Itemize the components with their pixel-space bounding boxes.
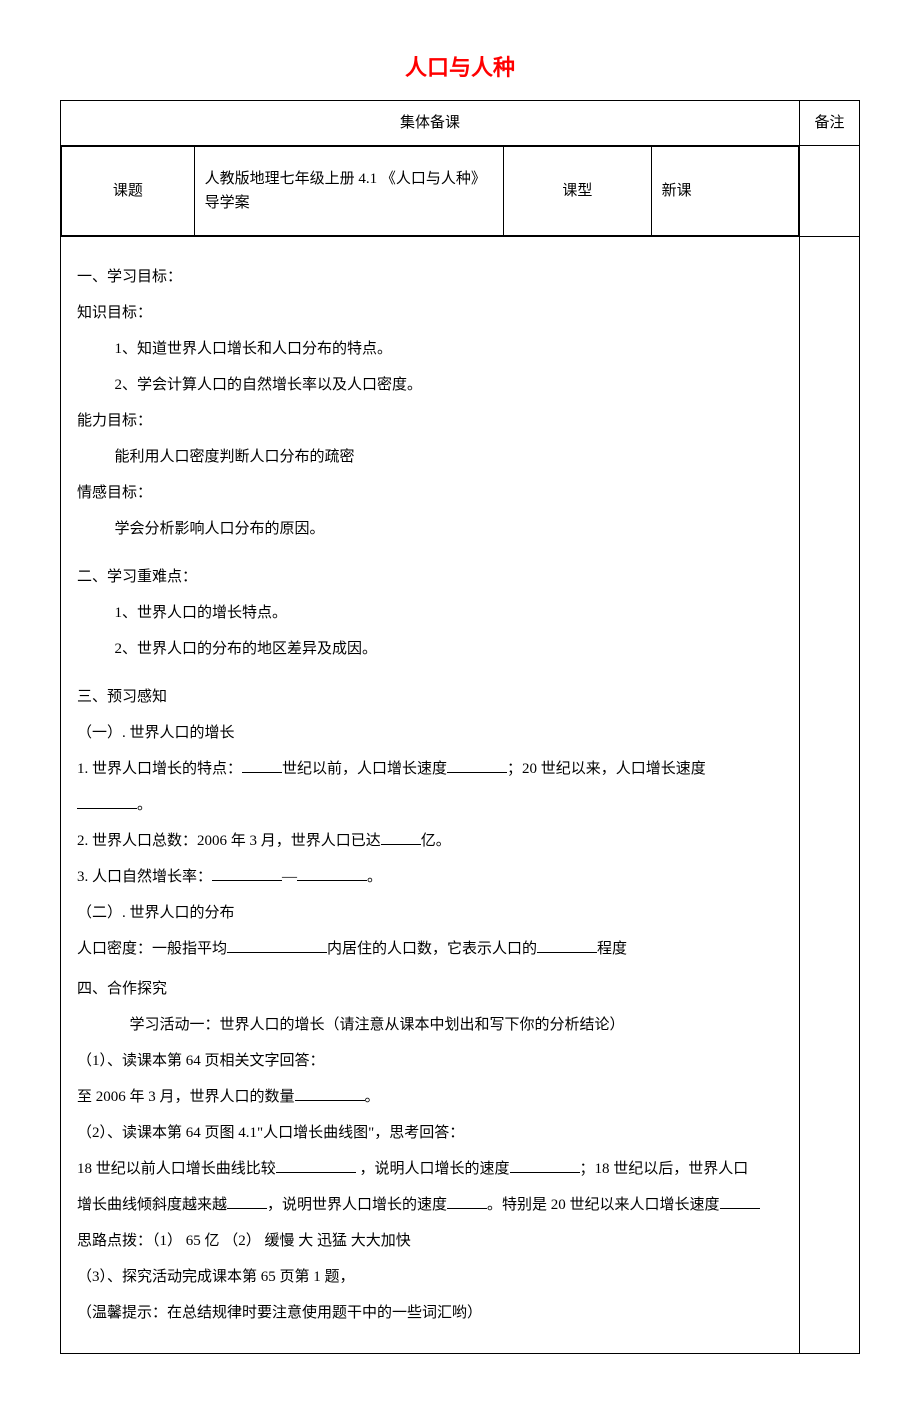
p1c: ；20 世纪以来，人口增长速度 xyxy=(507,761,706,777)
question-2-line1: 18 世纪以前人口增长曲线比较 ，说明人口增长的速度 ；18 世纪以后，世界人口 xyxy=(77,1151,783,1187)
q2d: 增长曲线倾斜度越来越 xyxy=(77,1197,227,1213)
topic-value: 人教版地理七年级上册 4.1 《人口与人种》导学案 xyxy=(194,147,504,236)
activity-1: 学习活动一：世界人口的增长（请注意从课本中划出和写下你的分析结论） xyxy=(77,1007,783,1043)
emotion-item-1: 学会分析影响人口分布的原因。 xyxy=(77,511,783,547)
p2a: 2. 世界人口总数：2006 年 3 月，世界人口已达 xyxy=(77,833,381,849)
preview-3: 3. 人口自然增长率： — 。 xyxy=(77,859,783,895)
blank xyxy=(242,758,282,773)
main-col-header: 集体备课 xyxy=(61,101,800,146)
preview-1: 1. 世界人口增长的特点： 世纪以前，人口增长速度 ；20 世纪以来，人口增长速度 xyxy=(77,751,783,787)
preview-4: 人口密度：一般指平均 内居住的人口数，它表示人口的 程度 xyxy=(77,931,783,967)
question-2: （2）、读课本第 64 页图 4.1"人口增长曲线图"，思考回答： xyxy=(77,1115,783,1151)
lesson-info-table: 课题 人教版地理七年级上册 4.1 《人口与人种》导学案 课型 新课 xyxy=(61,146,799,236)
section-2-title: 二、学习重难点： xyxy=(77,559,783,595)
question-1-line: 至 2006 年 3 月，世界人口的数量 。 xyxy=(77,1079,783,1115)
q2b: ，说明人口增长的速度 xyxy=(356,1161,510,1177)
p3a: 3. 人口自然增长率： xyxy=(77,869,212,885)
content-body: 一、学习目标： 知识目标： 1、知道世界人口增长和人口分布的特点。 2、学会计算… xyxy=(69,247,791,1343)
sub-2: （二）. 世界人口的分布 xyxy=(77,895,783,931)
remark-cell-2 xyxy=(800,237,860,1354)
blank xyxy=(227,1194,267,1209)
blank xyxy=(381,830,421,845)
emotion-label: 情感目标： xyxy=(77,475,783,511)
remark-cell-1 xyxy=(800,146,860,237)
blank xyxy=(720,1194,760,1209)
knowledge-item-2: 2、学会计算人口的自然增长率以及人口密度。 xyxy=(77,367,783,403)
blank xyxy=(276,1158,356,1173)
question-2-line2: 增长曲线倾斜度越来越 ，说明世界人口增长的速度 。特别是 20 世纪以来人口增长速度 xyxy=(77,1187,783,1223)
p4b: 内居住的人口数，它表示人口的 xyxy=(327,941,537,957)
remark-col-header: 备注 xyxy=(800,101,860,146)
blank xyxy=(212,866,282,881)
section-4-title: 四、合作探究 xyxy=(77,971,783,1007)
knowledge-label: 知识目标： xyxy=(77,295,783,331)
hint: 思路点拨：（1） 65 亿 （2） 缓慢 大 迅猛 大大加快 xyxy=(77,1223,783,1259)
q2e: ，说明世界人口增长的速度 xyxy=(267,1197,447,1213)
tip: （温馨提示：在总结规律时要注意使用题干中的一些词汇哟） xyxy=(77,1295,783,1331)
blank xyxy=(227,938,327,953)
blank xyxy=(297,866,367,881)
content-cell: 一、学习目标： 知识目标： 1、知道世界人口增长和人口分布的特点。 2、学会计算… xyxy=(61,237,800,1354)
p1d: 。 xyxy=(137,797,152,813)
p1a: 1. 世界人口增长的特点： xyxy=(77,761,242,777)
preview-1-cont: 。 xyxy=(77,787,783,823)
p3b: — xyxy=(282,869,297,885)
blank xyxy=(77,794,137,809)
preview-2: 2. 世界人口总数：2006 年 3 月，世界人口已达 亿。 xyxy=(77,823,783,859)
section-3-title: 三、预习感知 xyxy=(77,679,783,715)
knowledge-item-1: 1、知道世界人口增长和人口分布的特点。 xyxy=(77,331,783,367)
q2a: 18 世纪以前人口增长曲线比较 xyxy=(77,1161,276,1177)
sub-1: （一）. 世界人口的增长 xyxy=(77,715,783,751)
q1b: 。 xyxy=(365,1089,380,1105)
topic-label: 课题 xyxy=(62,147,195,236)
ability-item-1: 能利用人口密度判断人口分布的疏密 xyxy=(77,439,783,475)
lesson-plan-table: 集体备课 备注 课题 人教版地理七年级上册 4.1 《人口与人种》导学案 课型 … xyxy=(60,100,860,1354)
p3c: 。 xyxy=(367,869,382,885)
type-value: 新课 xyxy=(651,147,798,236)
blank xyxy=(295,1086,365,1101)
p2b: 亿。 xyxy=(421,833,451,849)
blank xyxy=(510,1158,580,1173)
difficulty-1: 1、世界人口的增长特点。 xyxy=(77,595,783,631)
q2c: ；18 世纪以后，世界人口 xyxy=(580,1161,749,1177)
p4c: 程度 xyxy=(597,941,627,957)
page-title: 人口与人种 xyxy=(60,50,860,85)
type-label: 课型 xyxy=(504,147,651,236)
blank xyxy=(447,758,507,773)
question-1: （1）、读课本第 64 页相关文字回答： xyxy=(77,1043,783,1079)
lesson-info-cell: 课题 人教版地理七年级上册 4.1 《人口与人种》导学案 课型 新课 xyxy=(61,146,800,237)
difficulty-2: 2、世界人口的分布的地区差异及成因。 xyxy=(77,631,783,667)
blank xyxy=(537,938,597,953)
blank xyxy=(447,1194,487,1209)
p4a: 人口密度：一般指平均 xyxy=(77,941,227,957)
question-3: （3）、探究活动完成课本第 65 页第 1 题， xyxy=(77,1259,783,1295)
p1b: 世纪以前，人口增长速度 xyxy=(282,761,447,777)
ability-label: 能力目标： xyxy=(77,403,783,439)
section-1-title: 一、学习目标： xyxy=(77,259,783,295)
q2f: 。特别是 20 世纪以来人口增长速度 xyxy=(487,1197,720,1213)
q1a: 至 2006 年 3 月，世界人口的数量 xyxy=(77,1089,295,1105)
